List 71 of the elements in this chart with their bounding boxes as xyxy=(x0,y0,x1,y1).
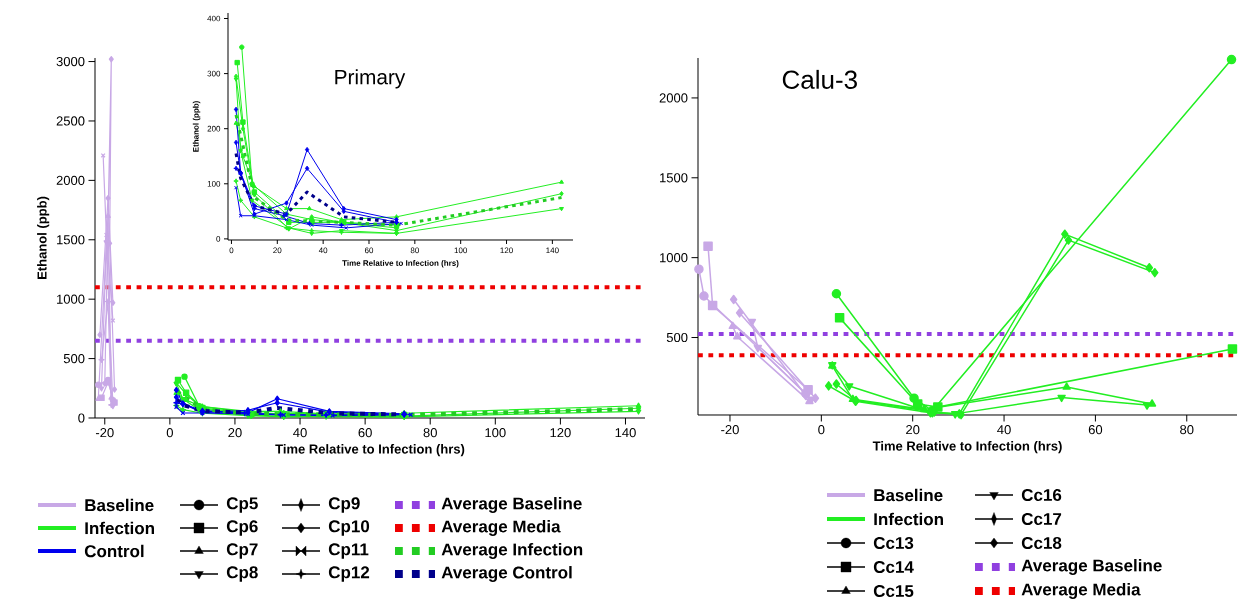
x-tick-label: 20 xyxy=(228,428,242,438)
x-tick-label: 80 xyxy=(423,428,437,438)
x-axis-title: Time Relative to Infection (hrs) xyxy=(275,444,465,457)
y-tick-label: 2000 xyxy=(56,175,85,185)
x-tick-label: 0 xyxy=(229,247,234,254)
legend-label: Average Infection xyxy=(441,543,583,559)
y-tick-label: 400 xyxy=(207,15,221,22)
legend-label: Average Media xyxy=(1021,583,1141,599)
legend-label: Baseline xyxy=(85,498,154,512)
y-tick-label: 2500 xyxy=(56,116,85,126)
text: Primary xyxy=(335,69,406,89)
x-tick-label: 80 xyxy=(1180,425,1194,435)
text: Cc15 xyxy=(873,584,914,598)
text: Cp6 xyxy=(226,520,258,536)
y-tick-label: 500 xyxy=(666,332,688,343)
text: Cp11 xyxy=(328,543,369,559)
x-tick-label: 60 xyxy=(1088,425,1103,435)
text: Cc17 xyxy=(1021,512,1062,526)
x-axis-title: Time Relative to Infection (hrs) xyxy=(342,260,459,268)
y-tick-label: 0 xyxy=(78,413,85,423)
x-tick-label: 100 xyxy=(454,247,468,254)
x-tick-label: 20 xyxy=(273,247,282,254)
x-tick-label: 140 xyxy=(546,247,559,254)
y-tick-label: 500 xyxy=(63,353,85,364)
legend-label: Average Control xyxy=(441,566,572,582)
x-tick-label: 40 xyxy=(997,425,1011,435)
y-tick-label: 1000 xyxy=(57,294,85,304)
y-axis-title: Ethanol (ppb) xyxy=(37,196,50,279)
text: Cc16 xyxy=(1021,488,1062,502)
x-tick-label: 40 xyxy=(293,428,307,438)
legend-label: Baseline xyxy=(874,488,943,502)
y-tick-label: 0 xyxy=(216,236,221,242)
x-tick-label: 100 xyxy=(485,428,506,438)
y-tick-label: 2000 xyxy=(659,93,688,103)
y-tick-label: 1500 xyxy=(57,235,85,245)
text: Cp8 xyxy=(226,566,258,582)
legend-label: Infection xyxy=(874,512,943,526)
legend-label: Average Baseline xyxy=(1021,559,1162,575)
text: Cp12 xyxy=(328,566,370,582)
y-tick-label: 3000 xyxy=(56,56,85,67)
x-tick-label: 140 xyxy=(615,428,636,438)
x-tick-label: 0 xyxy=(166,428,173,438)
x-tick-label: -20 xyxy=(721,425,739,435)
y-tick-label: 1000 xyxy=(660,253,688,263)
y-tick-label: 1500 xyxy=(660,173,688,183)
y-axis-title: Ethanol (ppb) xyxy=(192,101,201,152)
y-tick-label: 100 xyxy=(207,180,221,187)
x-tick-label: 80 xyxy=(410,247,419,254)
x-tick-label: 40 xyxy=(318,247,328,254)
text: Cc13 xyxy=(873,536,914,550)
legend-label: Control xyxy=(84,544,144,558)
text: Cp10 xyxy=(328,520,370,536)
x-tick-label: 60 xyxy=(364,247,374,254)
x-tick-label: 120 xyxy=(550,428,571,438)
legend-label: Average Baseline xyxy=(441,497,582,513)
text: Cc18 xyxy=(1021,536,1062,550)
x-tick-label: 0 xyxy=(818,425,825,435)
chart-title: Calu-3 xyxy=(782,69,857,89)
x-tick-label: 20 xyxy=(906,425,920,435)
y-tick-label: 200 xyxy=(207,125,221,132)
x-tick-label: -20 xyxy=(95,428,114,438)
text: Cc14 xyxy=(873,560,914,574)
text: Cp5 xyxy=(226,497,258,513)
legend-label: Infection xyxy=(85,521,154,535)
legend-label: Average Media xyxy=(441,520,561,536)
x-tick-label: 60 xyxy=(358,428,372,438)
text: Cp7 xyxy=(226,543,258,559)
text: Cp9 xyxy=(328,497,360,513)
x-axis-title: Time Relative to Infection (hrs) xyxy=(872,441,1062,454)
y-tick-label: 300 xyxy=(207,70,221,77)
x-tick-label: 120 xyxy=(500,247,513,254)
